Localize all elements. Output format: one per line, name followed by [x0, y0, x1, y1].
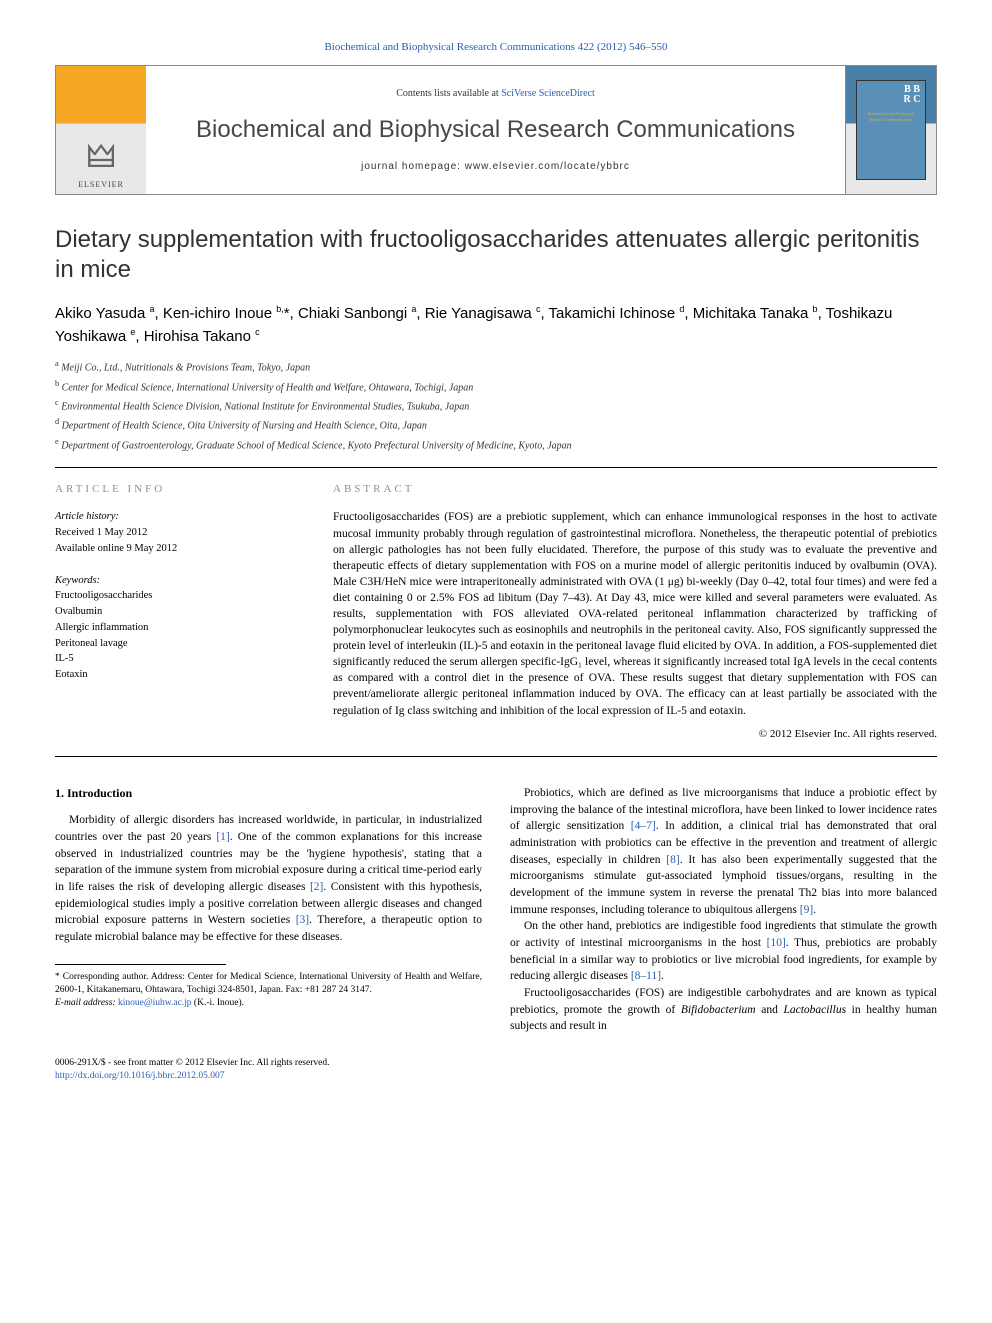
affiliation: a Meiji Co., Ltd., Nutritionals & Provis… [55, 358, 937, 375]
keyword: IL-5 [55, 651, 305, 667]
reference-link[interactable]: [1] [216, 831, 229, 843]
journal-cover-icon: B B R C Biochemical and Biophysical Rese… [856, 80, 926, 180]
body-paragraph: Probiotics, which are defined as live mi… [510, 785, 937, 918]
cover-thumb-box: B B R C Biochemical and Biophysical Rese… [846, 66, 936, 194]
contents-line: Contents lists available at SciVerse Sci… [396, 87, 595, 101]
corresponding-author-note: * Corresponding author. Address: Center … [55, 971, 482, 998]
divider [55, 756, 937, 757]
affiliation: c Environmental Health Science Division,… [55, 397, 937, 414]
affiliation: d Department of Health Science, Oita Uni… [55, 416, 937, 433]
sciencedirect-link[interactable]: SciVerse ScienceDirect [501, 88, 595, 99]
keyword: Fructooligosaccharides [55, 588, 305, 604]
keyword: Allergic inflammation [55, 620, 305, 636]
received-date: Received 1 May 2012 [55, 525, 305, 541]
homepage-url[interactable]: www.elsevier.com/locate/ybbrc [465, 161, 630, 172]
reference-link[interactable]: [2] [310, 881, 323, 893]
cover-text: Biochemical and Biophysical Research Com… [861, 111, 921, 122]
publisher-logo-box: 🜲 ELSEVIER [56, 66, 146, 194]
footnote-divider [55, 964, 226, 965]
affiliation: b Center for Medical Science, Internatio… [55, 378, 937, 395]
page-footer: 0006-291X/$ - see front matter © 2012 El… [55, 1057, 937, 1084]
online-date: Available online 9 May 2012 [55, 541, 305, 557]
history-label: Article history: [55, 509, 305, 525]
header-citation: Biochemical and Biophysical Research Com… [55, 40, 937, 55]
journal-banner: 🜲 ELSEVIER Contents lists available at S… [55, 65, 937, 195]
email-link[interactable]: kinoue@iuhw.ac.jp [118, 998, 192, 1008]
email-label: E-mail address: [55, 998, 118, 1008]
reference-link[interactable]: [8] [666, 854, 679, 866]
abstract-copyright: © 2012 Elsevier Inc. All rights reserved… [333, 727, 937, 742]
abstract-heading: abstract [333, 482, 937, 497]
email-author: (K.-i. Inoue). [192, 998, 245, 1008]
affiliation: e Department of Gastroenterology, Gradua… [55, 436, 937, 453]
journal-homepage: journal homepage: www.elsevier.com/locat… [361, 160, 630, 174]
keyword: Peritoneal lavage [55, 636, 305, 652]
abstract-text: Fructooligosaccharides (FOS) are a prebi… [333, 509, 937, 718]
reference-link[interactable]: [8–11] [631, 970, 661, 982]
reference-link[interactable]: [10] [767, 937, 786, 949]
author-list: Akiko Yasuda a, Ken-ichiro Inoue b,*, Ch… [55, 303, 937, 348]
body-paragraph: Morbidity of allergic disorders has incr… [55, 812, 482, 945]
article-title: Dietary supplementation with fructooligo… [55, 225, 937, 285]
email-line: E-mail address: kinoue@iuhw.ac.jp (K.-i.… [55, 997, 482, 1010]
keyword: Eotaxin [55, 667, 305, 683]
journal-name: Biochemical and Biophysical Research Com… [196, 113, 795, 147]
introduction-heading: 1. Introduction [55, 785, 482, 802]
reference-link[interactable]: [4–7] [631, 820, 656, 832]
elsevier-tree-icon: 🜲 [66, 134, 136, 179]
issn-line: 0006-291X/$ - see front matter © 2012 El… [55, 1057, 329, 1070]
keywords-label: Keywords: [55, 573, 305, 589]
doi-link[interactable]: http://dx.doi.org/10.1016/j.bbrc.2012.05… [55, 1070, 329, 1083]
reference-link[interactable]: [9] [800, 904, 813, 916]
reference-link[interactable]: [3] [296, 914, 309, 926]
elsevier-label: ELSEVIER [66, 179, 136, 190]
body-paragraph: Fructooligosaccharides (FOS) are indiges… [510, 985, 937, 1035]
citation-link[interactable]: Biochemical and Biophysical Research Com… [324, 41, 667, 53]
keyword: Ovalbumin [55, 604, 305, 620]
body-paragraph: On the other hand, prebiotics are indige… [510, 918, 937, 985]
divider [55, 467, 937, 468]
bbrc-label: B B R C [903, 85, 921, 105]
article-info-heading: article info [55, 482, 305, 497]
